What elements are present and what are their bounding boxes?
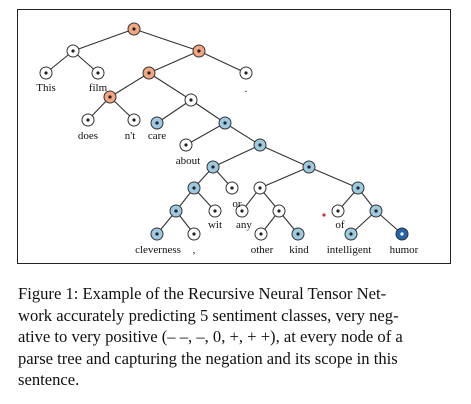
word-label-intelligent: intelligent	[327, 244, 372, 256]
tree-edges	[45, 28, 403, 235]
caption-line-1: Figure 1: Example of the Recursive Neura…	[18, 284, 387, 303]
word-label-comma: ,	[193, 244, 196, 256]
word-label-wit: wit	[208, 219, 222, 231]
caption-line-5: sentence.	[18, 370, 80, 389]
tree-node-care	[150, 116, 164, 130]
tree-node-n11	[351, 181, 365, 195]
tree-node-n9	[187, 181, 201, 195]
caption-line-2: work accurately predicting 5 sentiment c…	[18, 305, 399, 325]
word-label-film: film	[89, 82, 108, 94]
tree-nodes	[39, 22, 409, 241]
caption-line-4: parse tree and capturing the negation an…	[18, 348, 398, 368]
tree-node-kind	[291, 227, 305, 241]
word-label-humor: humor	[390, 244, 419, 256]
tree-edge	[259, 166, 310, 189]
tree-edge	[156, 99, 192, 124]
tree-node-n2	[142, 66, 156, 80]
tree-node-r1	[192, 44, 206, 58]
word-label-about: about	[176, 155, 200, 167]
tree-node-comma	[187, 227, 201, 241]
tree-node-n7	[206, 160, 220, 174]
tree-edge	[185, 122, 226, 146]
tree-edge	[224, 122, 261, 146]
tree-node-or	[225, 181, 239, 195]
tree-node-per	[239, 66, 253, 80]
tree-node-of	[331, 204, 345, 218]
word-label-cleverness: cleverness	[135, 244, 181, 256]
tree-node-other	[254, 227, 268, 241]
word-label-kind: kind	[289, 244, 309, 256]
tree-edge	[148, 50, 200, 74]
tree-node-n13	[272, 204, 286, 218]
tree-node-wit	[208, 204, 222, 218]
word-label-care: care	[148, 130, 166, 142]
tree-node-about	[179, 138, 193, 152]
tree-node-intel	[344, 227, 358, 241]
tree-node-n3	[103, 90, 117, 104]
tree-node-root	[127, 22, 141, 36]
tree-node-this	[39, 66, 53, 80]
word-label-period: .	[245, 83, 248, 95]
tree-edge	[190, 99, 226, 124]
tree-edge	[133, 28, 200, 52]
word-label-or: or	[232, 198, 242, 210]
figure-panel: This film. does n't care about or wit any of cleve…	[17, 9, 451, 264]
tree-node-n6	[253, 138, 267, 152]
tree-node-n5	[218, 116, 232, 130]
tree-node-film	[91, 66, 105, 80]
tree-edge	[148, 72, 192, 101]
tree-edge	[212, 144, 261, 168]
tree-edge	[109, 72, 150, 98]
tree-edge	[259, 144, 310, 168]
tree-node-n10	[253, 181, 267, 195]
tree-node-clev	[150, 227, 164, 241]
tree-node-n8	[302, 160, 316, 174]
tree-node-any	[235, 204, 249, 218]
tree-node-nt	[127, 113, 141, 127]
tree-node-l1	[66, 44, 80, 58]
tree-node-n4	[184, 93, 198, 107]
tree-node-n14	[369, 204, 383, 218]
word-label-nt: n't	[125, 130, 136, 142]
word-label-of: of	[335, 219, 345, 231]
word-label-this: This	[36, 82, 56, 94]
tree-node-does	[81, 113, 95, 127]
caption-line-3: ative to very positive (– –, –, 0, +, + …	[18, 327, 403, 346]
figure-caption: Figure 1: Example of the Recursive Neura…	[18, 283, 458, 391]
word-label-does: does	[78, 130, 98, 142]
tree-node-humor	[395, 227, 409, 241]
tree-edge	[308, 166, 359, 189]
word-label-any: any	[236, 219, 252, 231]
tree-node-n12	[169, 204, 183, 218]
red-speck-mark	[322, 213, 326, 217]
tree-edge	[72, 28, 135, 52]
tree-edge	[198, 50, 247, 74]
word-label-other: other	[251, 244, 274, 256]
